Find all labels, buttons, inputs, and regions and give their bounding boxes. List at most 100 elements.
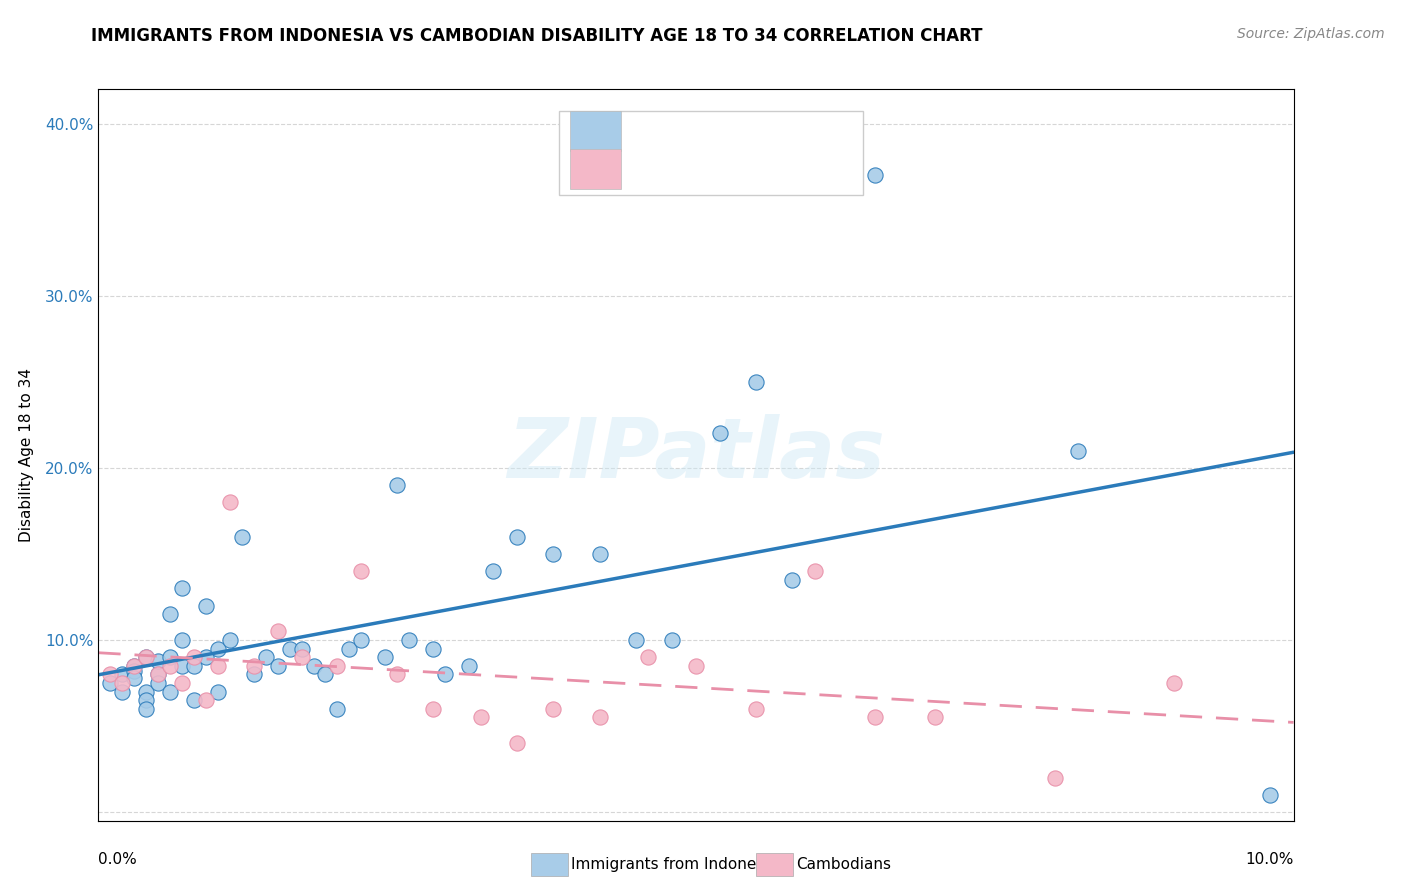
- Point: [111, 684, 134, 698]
- Point: [135, 650, 157, 665]
- Point: [159, 658, 181, 673]
- Text: -0.100: -0.100: [685, 161, 748, 178]
- FancyBboxPatch shape: [571, 111, 620, 152]
- Point: [148, 667, 170, 681]
- Point: [207, 684, 229, 698]
- Point: [98, 676, 122, 690]
- Text: Immigrants from Indonesia: Immigrants from Indonesia: [571, 857, 778, 871]
- Point: [135, 650, 157, 665]
- Point: [339, 641, 361, 656]
- Point: [1043, 771, 1066, 785]
- Point: [267, 624, 290, 639]
- Point: [159, 650, 181, 665]
- Point: [780, 573, 803, 587]
- Text: ZIPatlas: ZIPatlas: [508, 415, 884, 495]
- Point: [350, 632, 373, 647]
- Point: [183, 650, 205, 665]
- Point: [267, 658, 290, 673]
- Point: [326, 658, 349, 673]
- Text: 30: 30: [810, 161, 835, 178]
- Point: [589, 547, 612, 561]
- Text: 0.463: 0.463: [685, 119, 741, 137]
- Point: [159, 607, 181, 621]
- Point: [148, 667, 170, 681]
- Text: R =: R =: [637, 119, 672, 137]
- Point: [422, 641, 444, 656]
- Point: [124, 658, 146, 673]
- Point: [506, 530, 529, 544]
- Y-axis label: Disability Age 18 to 34: Disability Age 18 to 34: [18, 368, 34, 542]
- Point: [804, 564, 827, 578]
- Point: [183, 693, 205, 707]
- Point: [685, 658, 707, 673]
- Point: [1067, 443, 1090, 458]
- Point: [207, 641, 229, 656]
- Point: [924, 710, 946, 724]
- Point: [219, 495, 242, 509]
- Text: Cambodians: Cambodians: [796, 857, 891, 871]
- FancyBboxPatch shape: [558, 112, 863, 195]
- Point: [98, 667, 122, 681]
- Point: [326, 702, 349, 716]
- Point: [243, 667, 266, 681]
- Point: [709, 426, 731, 441]
- Point: [470, 710, 492, 724]
- Point: [124, 658, 146, 673]
- Point: [1163, 676, 1185, 690]
- Point: [124, 671, 146, 685]
- Text: 0.0%: 0.0%: [98, 852, 138, 867]
- Text: 55: 55: [810, 119, 835, 137]
- Point: [278, 641, 301, 656]
- Text: 10.0%: 10.0%: [1246, 852, 1294, 867]
- Point: [434, 667, 457, 681]
- Point: [482, 564, 505, 578]
- FancyBboxPatch shape: [571, 149, 620, 189]
- Point: [291, 641, 314, 656]
- Point: [422, 702, 444, 716]
- Point: [291, 650, 314, 665]
- Point: [1258, 788, 1281, 802]
- Point: [183, 658, 205, 673]
- Text: IMMIGRANTS FROM INDONESIA VS CAMBODIAN DISABILITY AGE 18 TO 34 CORRELATION CHART: IMMIGRANTS FROM INDONESIA VS CAMBODIAN D…: [91, 27, 983, 45]
- Point: [315, 667, 337, 681]
- Point: [135, 702, 157, 716]
- Point: [195, 693, 218, 707]
- Point: [661, 632, 683, 647]
- Text: N =: N =: [762, 161, 799, 178]
- Point: [541, 702, 564, 716]
- Point: [350, 564, 373, 578]
- Point: [172, 582, 194, 596]
- Point: [385, 667, 409, 681]
- Point: [745, 375, 768, 389]
- Point: [207, 658, 229, 673]
- Point: [172, 658, 194, 673]
- Point: [135, 693, 157, 707]
- Point: [385, 478, 409, 492]
- Point: [159, 684, 181, 698]
- Point: [865, 168, 887, 182]
- Text: N =: N =: [762, 119, 799, 137]
- Point: [111, 676, 134, 690]
- Point: [745, 702, 768, 716]
- Point: [637, 650, 659, 665]
- Point: [148, 676, 170, 690]
- Point: [589, 710, 612, 724]
- Point: [506, 736, 529, 750]
- Point: [111, 667, 134, 681]
- Point: [243, 658, 266, 673]
- Point: [398, 632, 420, 647]
- Text: Source: ZipAtlas.com: Source: ZipAtlas.com: [1237, 27, 1385, 41]
- Point: [195, 650, 218, 665]
- Point: [172, 676, 194, 690]
- Point: [135, 684, 157, 698]
- Point: [195, 599, 218, 613]
- Point: [302, 658, 325, 673]
- Point: [172, 632, 194, 647]
- Point: [626, 632, 648, 647]
- Point: [219, 632, 242, 647]
- Point: [231, 530, 253, 544]
- Point: [374, 650, 396, 665]
- Point: [541, 547, 564, 561]
- Point: [865, 710, 887, 724]
- Point: [148, 654, 170, 668]
